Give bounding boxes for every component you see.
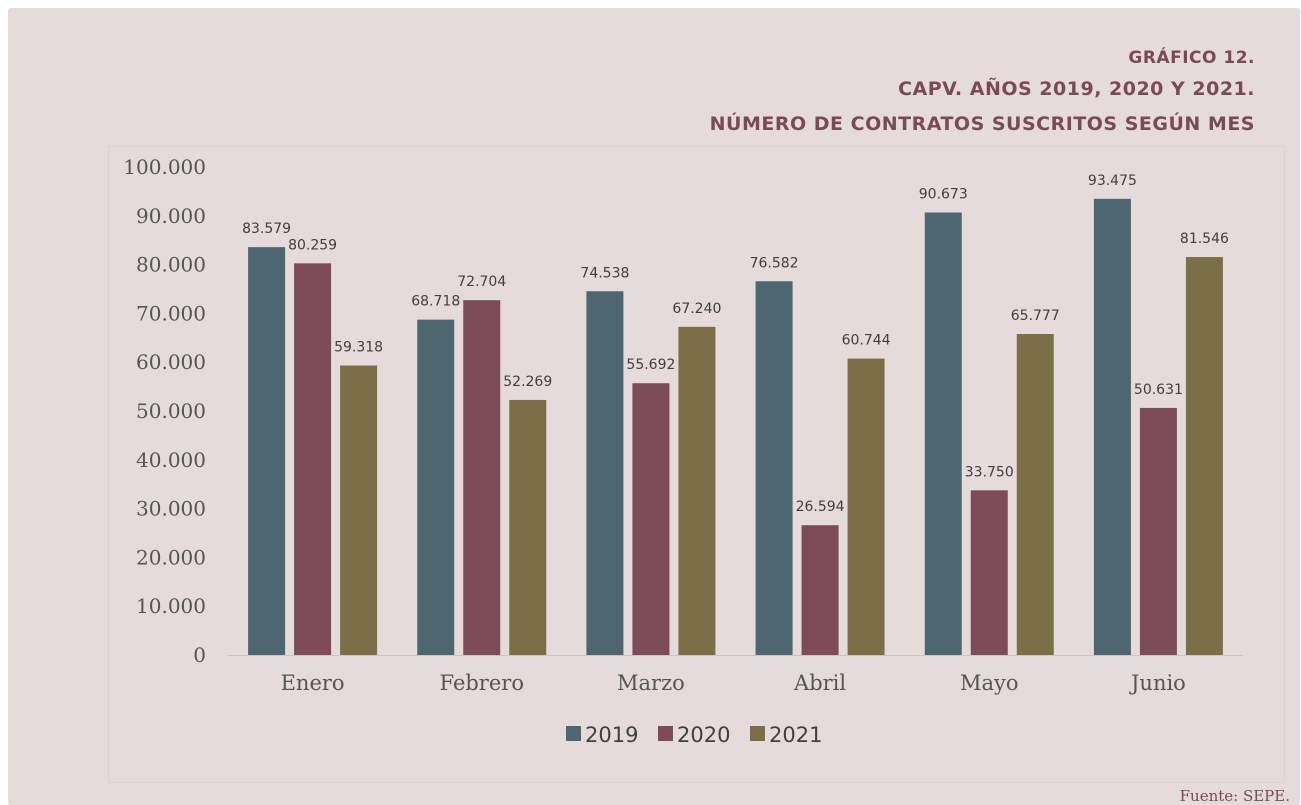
data-label: 50.631: [1134, 382, 1183, 398]
y-tick-label: 40.000: [136, 448, 206, 472]
data-label: 60.744: [842, 333, 891, 349]
chart-title-line-3: NÚMERO DE CONTRATOS SUSCRITOS SEGÚN MES: [709, 113, 1255, 135]
legend-label: 2019: [585, 723, 638, 747]
data-label: 76.582: [750, 255, 799, 271]
data-label: 81.546: [1180, 231, 1229, 247]
y-tick-label: 50.000: [136, 399, 206, 423]
data-label: 72.704: [457, 274, 506, 290]
data-label: 93.475: [1088, 173, 1137, 189]
bar-2021-abril: [847, 358, 885, 655]
y-tick-label: 100.000: [123, 155, 206, 179]
x-tick-label: Mayo: [960, 671, 1019, 695]
data-label: 59.318: [334, 340, 383, 356]
bar-2019-junio: [1093, 198, 1131, 656]
chart-title-line-1: GRÁFICO 12.: [1128, 48, 1255, 68]
y-tick-label: 80.000: [136, 253, 206, 277]
bar-2021-mayo: [1016, 334, 1054, 655]
data-label: 83.579: [242, 221, 291, 237]
x-tick-label: Marzo: [617, 671, 685, 695]
y-tick-label: 60.000: [136, 350, 206, 374]
data-label: 74.538: [580, 265, 629, 281]
y-tick-label: 20.000: [136, 545, 206, 569]
data-label: 80.259: [288, 237, 337, 253]
data-label: 90.673: [919, 187, 968, 203]
data-label: 52.269: [503, 374, 552, 390]
legend-swatch-2020: [658, 726, 673, 741]
data-label: 55.692: [626, 357, 675, 373]
data-label: 33.750: [965, 464, 1014, 480]
bar-2021-junio: [1185, 257, 1223, 655]
legend-label: 2021: [769, 723, 822, 747]
legend-swatch-2021: [750, 726, 765, 741]
bar-2019-enero: [248, 247, 286, 656]
bar-2019-febrero: [417, 319, 455, 655]
x-tick-label: Junio: [1129, 671, 1186, 695]
legend-swatch-2019: [566, 726, 581, 741]
data-label: 65.777: [1011, 308, 1060, 324]
bar-2021-marzo: [678, 326, 716, 655]
y-tick-label: 10.000: [136, 594, 206, 618]
bar-2020-febrero: [463, 300, 501, 655]
x-tick-label: Febrero: [440, 671, 524, 695]
bar-2020-enero: [294, 263, 332, 655]
bar-2021-febrero: [509, 399, 547, 655]
y-tick-label: 70.000: [136, 301, 206, 325]
data-label: 68.718: [411, 294, 460, 310]
bar-2020-marzo: [632, 383, 670, 655]
bar-2021-enero: [340, 365, 378, 655]
bar-2019-marzo: [586, 291, 624, 655]
y-tick-label: 90.000: [136, 204, 206, 228]
bar-2019-abril: [755, 281, 793, 655]
x-tick-label: Abril: [793, 671, 846, 695]
source-note: Fuente: SEPE.: [1179, 787, 1290, 805]
y-tick-label: 0: [193, 643, 206, 667]
bar-2020-abril: [801, 525, 839, 655]
data-label: 67.240: [672, 301, 721, 317]
data-label: 26.594: [796, 499, 845, 515]
x-tick-label: Enero: [281, 671, 345, 695]
bar-2020-mayo: [970, 490, 1008, 655]
chart-title-line-2: CAPV. AÑOS 2019, 2020 Y 2021.: [898, 78, 1255, 100]
bar-2019-mayo: [924, 212, 962, 656]
y-tick-label: 30.000: [136, 497, 206, 521]
bar-2020-junio: [1139, 407, 1177, 655]
legend-label: 2020: [677, 723, 730, 747]
